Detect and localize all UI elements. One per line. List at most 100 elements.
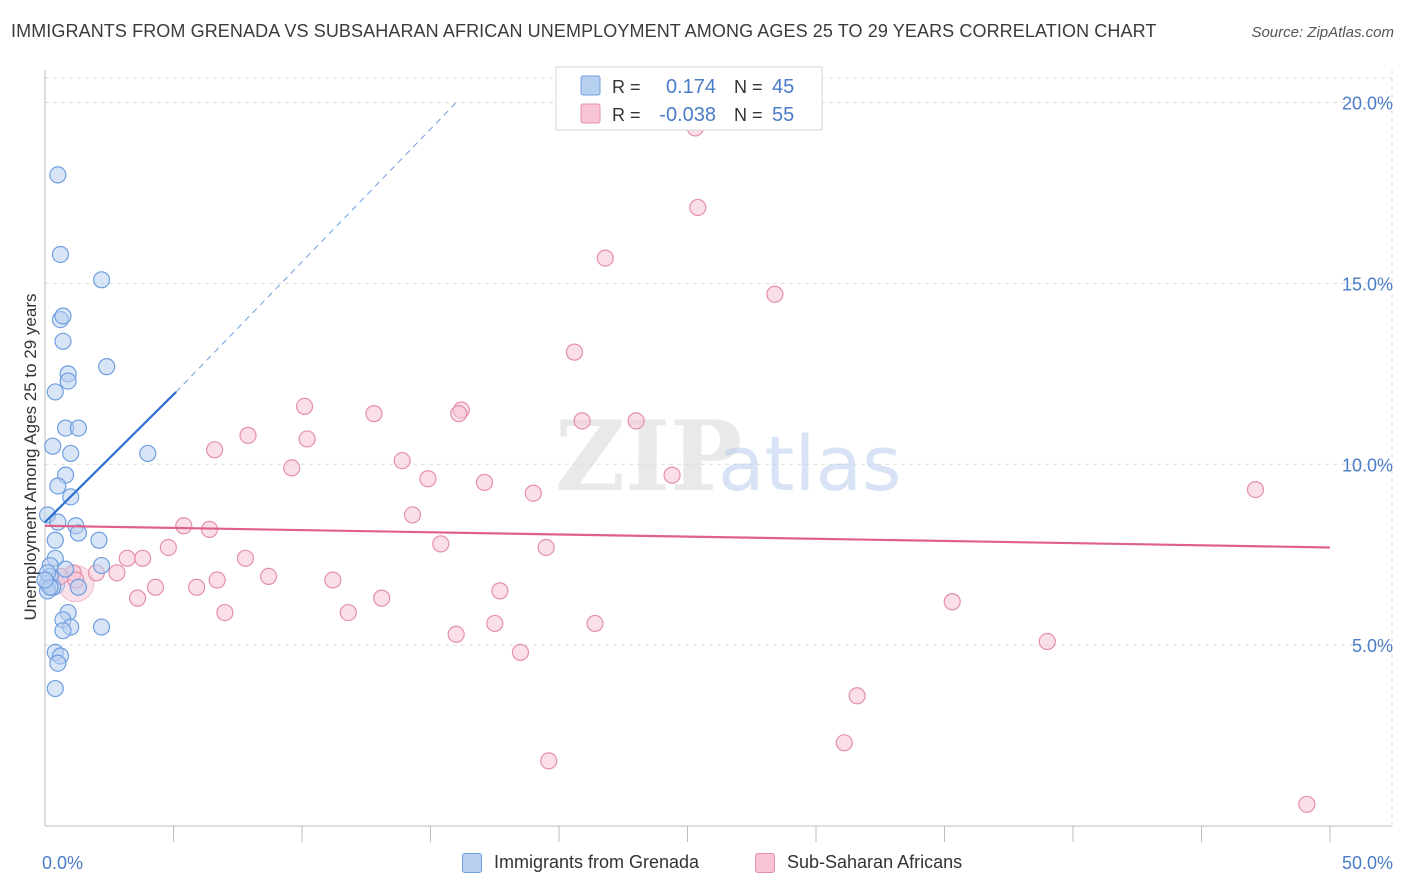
subsaharan-point [511,643,530,661]
subsaharan-point [365,405,383,423]
legend-swatch-blue [462,852,482,873]
grenada-point [44,437,62,455]
legend-swatch-pink [755,852,775,873]
bottom-legend: Immigrants from Grenada Sub-Saharan Afri… [0,850,1406,880]
watermark-atlas: atlas [718,419,902,508]
chart-title: IMMIGRANTS FROM GRENADA VS SUBSAHARAN AF… [11,21,1157,41]
y-tick-label: 5.0% [1352,636,1393,656]
grid-layer [45,70,1393,826]
y-axis-title: Unemployment Among Ages 25 to 29 years [21,294,40,621]
grenada-point [46,679,64,698]
subsaharan-point [447,625,465,643]
subsaharan-point [573,412,591,430]
stats-r-value: -0.038 [659,104,716,126]
subsaharan-point [486,614,504,633]
watermark: ZIP atlas [555,400,902,513]
y-tick-label: 10.0% [1342,455,1393,475]
legend-item-grenada[interactable]: Immigrants from Grenada [462,852,699,873]
subsaharan-point [491,582,509,600]
subsaharan-point [403,506,422,524]
subsaharan-point [596,249,614,267]
subsaharan-point [216,603,234,622]
stats-r-label: R = [612,105,641,125]
grenada-point [49,166,67,184]
grenada-point [54,307,72,325]
stats-n-label: N = [734,105,763,125]
subsaharan-point [283,459,301,477]
grenada-trend-line [44,391,177,523]
stats-n-value: 55 [772,104,794,126]
subsaharan-point [419,470,437,488]
subsaharan-point [339,603,357,622]
subsaharan-point [295,397,314,416]
stats-n-label: N = [734,77,763,97]
subsaharan-point [134,549,152,567]
subsaharan-point [689,198,707,217]
stats-legend: R = 0.174 N = 45 R = -0.038 N = 55 [555,66,823,131]
subsaharan-point [236,549,255,567]
chart-source: Source: ZipAtlas.com [1251,24,1394,41]
x-tick-label: 50.0% [1342,853,1393,873]
subsaharan-point [524,484,542,502]
x-tick-label: 0.0% [42,853,83,873]
subsaharan-point [159,538,177,557]
grenada-point [51,245,70,264]
grenada-point [46,383,64,401]
legend-label: Immigrants from Grenada [494,852,700,872]
grenada-point [49,477,67,495]
subsaharan-point [298,430,316,448]
subsaharan-point [1038,632,1056,651]
subsaharan-point [324,571,342,589]
grenada-point [54,622,72,640]
subsaharan-point [848,687,866,705]
grenada-point [36,571,54,589]
grenada-point [62,444,80,463]
legend-label: Sub-Saharan Africans [787,852,963,872]
legend-item-subsaharan[interactable]: Sub-Saharan Africans [755,852,962,873]
stats-swatch-pink [580,103,601,124]
subsaharan-point [175,517,193,535]
grenada-point [69,578,88,596]
subsaharan-point [586,614,604,633]
subsaharan-point [475,473,494,491]
subsaharan-point [627,412,645,430]
grenada-point [46,531,64,549]
grenada-point [98,358,116,376]
subsaharan-point [206,441,224,459]
subsaharan-point [146,578,165,596]
subsaharan-point [373,589,391,607]
subsaharan-point [1298,795,1316,813]
subsaharan-point [118,549,136,567]
stats-swatch-blue [580,75,601,96]
grenada-point [69,419,88,437]
grenada-point [49,513,67,531]
grenada-point [90,531,108,549]
subsaharan-point [540,752,558,770]
y-tick-label: 15.0% [1342,274,1393,294]
subsaharan-point [128,589,147,607]
subsaharan-point [188,578,206,596]
grenada-point [92,618,111,636]
subsaharan-point [663,466,681,484]
subsaharan-point [537,538,555,557]
trend-layer [44,102,1331,549]
stats-n-value: 45 [772,76,794,98]
grenada-point [59,372,77,390]
subsaharan-point [259,567,278,586]
grenada-point [54,332,72,350]
subsaharan-point [208,571,226,589]
subsaharan-trend-line [44,524,1331,549]
subsaharan-point [108,564,126,582]
y-tick-label: 20.0% [1342,94,1393,114]
subsaharan-point [565,343,584,361]
grenada-point [49,654,67,672]
subsaharan-point [1246,480,1265,499]
stats-r-value: 0.174 [666,76,716,98]
subsaharan-point [239,426,257,444]
tick-label-layer: 5.0% 10.0% 15.0% 20.0% 0.0% 50.0% [42,94,1393,873]
stats-r-label: R = [612,77,641,97]
subsaharan-point [450,405,468,423]
subsaharan-point [432,535,450,553]
